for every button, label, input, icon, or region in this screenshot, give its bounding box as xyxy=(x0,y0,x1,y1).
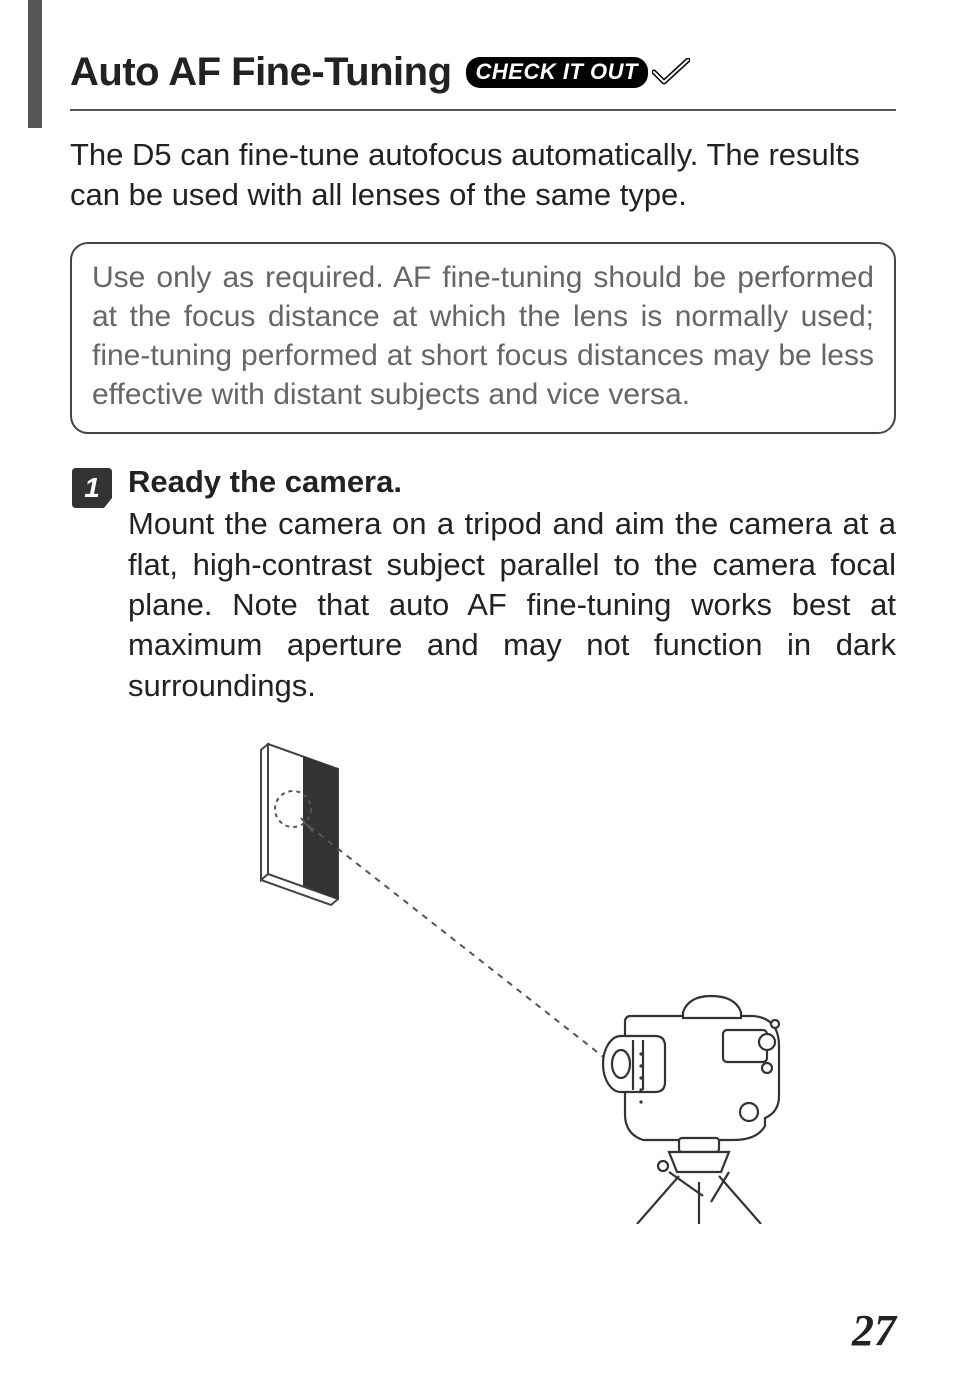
note-box: Use only as required. AF fine-tuning sho… xyxy=(70,242,896,434)
page-title: Auto AF Fine-Tuning xyxy=(70,50,452,95)
step-text: Mount the camera on a tripod and aim the… xyxy=(128,504,896,705)
step-number-text: 1 xyxy=(84,472,100,503)
illustration-wrap xyxy=(70,734,896,1224)
camera-on-tripod-icon xyxy=(603,996,779,1224)
step-body: Ready the camera. Mount the camera on a … xyxy=(128,464,896,705)
title-rule xyxy=(70,109,896,111)
check-icon xyxy=(652,58,690,88)
step-1: 1 Ready the camera. Mount the camera on … xyxy=(70,464,896,705)
step-heading: Ready the camera. xyxy=(128,464,896,500)
contrast-target-icon xyxy=(261,744,338,905)
sightline-dashed-icon xyxy=(309,826,615,1066)
intro-paragraph: The D5 can fine-tune autofocus automatic… xyxy=(70,135,896,214)
camera-target-illustration xyxy=(163,734,803,1224)
step-number-icon: 1 xyxy=(70,466,114,510)
page: Auto AF Fine-Tuning CHECK IT OUT The D5 … xyxy=(0,0,954,1388)
check-it-out-badge: CHECK IT OUT xyxy=(466,57,690,88)
page-number: 27 xyxy=(852,1305,896,1356)
section-marker-bar xyxy=(28,0,42,128)
title-row: Auto AF Fine-Tuning CHECK IT OUT xyxy=(70,50,896,95)
badge-label: CHECK IT OUT xyxy=(466,57,648,88)
